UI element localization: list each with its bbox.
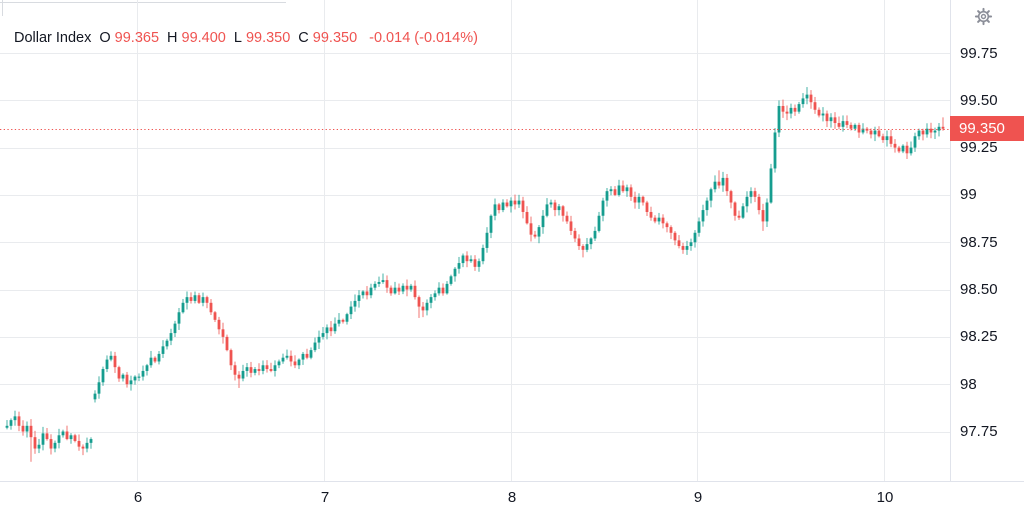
- price-axis-label: 97.75: [960, 423, 998, 440]
- chart-canvas[interactable]: [0, 0, 950, 481]
- price-axis-label: 98: [960, 375, 977, 393]
- price-axis-label: 99.50: [960, 91, 998, 109]
- price-axis-label: 99.25: [960, 139, 998, 157]
- change-value: -0.014 (-0.014%): [369, 30, 478, 46]
- ohlc-low-value: 99.350: [245, 30, 291, 46]
- ohlc-open-value: 99.365: [114, 30, 160, 46]
- price-axis-label: 98.75: [960, 233, 998, 251]
- time-axis-label: 9: [693, 489, 703, 506]
- price-axis[interactable]: 99.75 99.50 99.25 99 98.75 98.50 98.25 98 97.75: [950, 0, 1024, 481]
- price-axis-label: 98.25: [960, 328, 998, 346]
- price-axis-label: 99.75: [960, 44, 998, 62]
- last-price-tag: 99.350: [950, 116, 1024, 141]
- ohlc-open-label: O: [99, 30, 111, 46]
- axis-corner: [950, 0, 1024, 33]
- price-axis-label: 99: [960, 186, 977, 204]
- time-axis-label: 6: [133, 489, 143, 506]
- legend[interactable]: Dollar Index O 99.365 H 99.400 L 99.350 …: [14, 30, 478, 46]
- price-axis-label: 98.50: [960, 281, 998, 299]
- settings-gear-icon[interactable]: [974, 7, 993, 26]
- ohlc-low-label: L: [233, 30, 242, 46]
- time-axis-label: 8: [507, 489, 517, 506]
- ohlc-close-label: C: [298, 30, 309, 46]
- time-axis[interactable]: 6 7 8 9 10: [0, 481, 1024, 514]
- ohlc-high-value: 99.400: [181, 30, 226, 46]
- time-axis-label: 10: [876, 489, 894, 506]
- symbol-name: Dollar Index: [14, 30, 92, 46]
- last-price-value: 99.350: [959, 120, 1005, 137]
- time-axis-label: 7: [320, 489, 330, 506]
- ohlc-close-value: 99.350: [312, 30, 358, 46]
- ohlc-high-label: H: [167, 30, 178, 46]
